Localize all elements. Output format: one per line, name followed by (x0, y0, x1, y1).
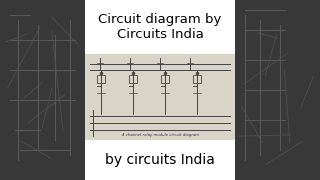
Text: 4 channel relay module circuit diagram: 4 channel relay module circuit diagram (122, 133, 198, 137)
Text: Circuits India: Circuits India (116, 28, 204, 42)
Bar (85, 140, 235, 180)
Text: by circuits India: by circuits India (105, 153, 215, 167)
Text: Circuit diagram by: Circuit diagram by (98, 12, 222, 26)
Bar (193, 75, 201, 83)
Bar (235, 0, 320, 180)
Bar (161, 75, 169, 83)
Bar (85, 54, 235, 140)
Bar (97, 75, 105, 83)
Bar (0, 0, 85, 180)
Bar (85, 0, 235, 54)
Bar (129, 75, 137, 83)
